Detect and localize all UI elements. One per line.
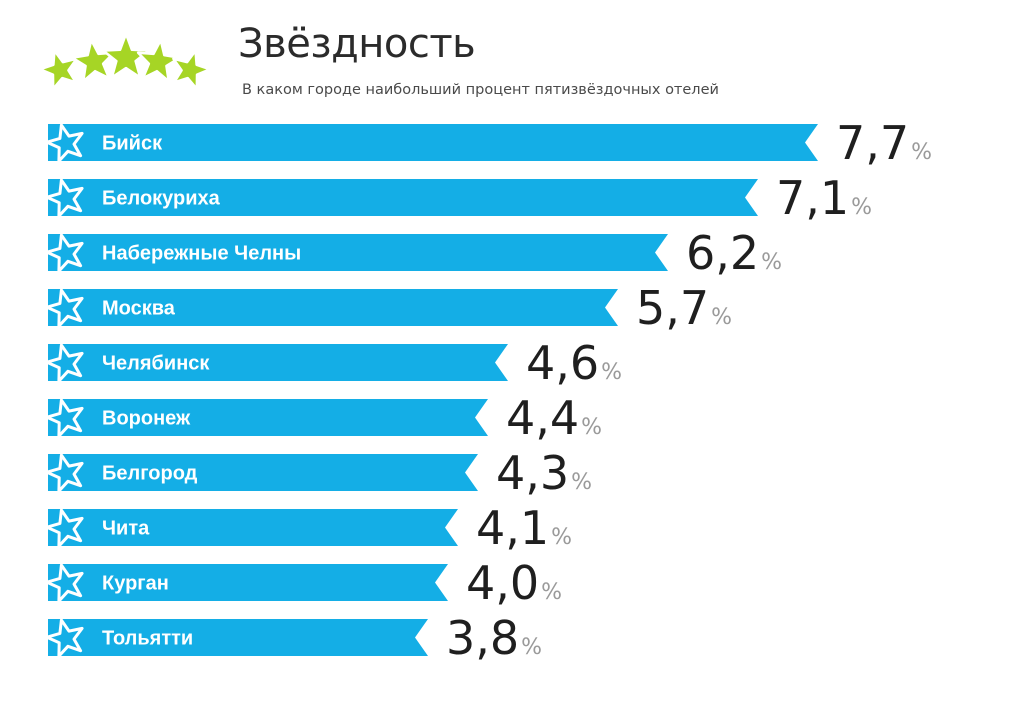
bar-row: Набережные Челны 6,2% — [45, 226, 782, 280]
value-unit: % — [551, 525, 572, 550]
logo-star-1 — [38, 49, 78, 91]
star-icon — [45, 233, 84, 273]
value-label: 6,2% — [686, 226, 782, 280]
value-label: 4,3% — [496, 446, 592, 500]
logo-star-3 — [101, 32, 151, 79]
value-label: 3,8% — [446, 611, 542, 665]
value-label: 4,0% — [466, 556, 562, 610]
bar-row: Белгород 4,3% — [45, 446, 592, 500]
category-label: Тольятти — [102, 628, 193, 650]
bar-row: Белокуриха 7,1% — [45, 171, 872, 225]
value-label: 4,1% — [476, 501, 572, 555]
logo-star-5 — [172, 49, 210, 91]
star-icon — [45, 178, 84, 218]
category-label: Набережные Челны — [102, 243, 301, 265]
value-unit: % — [581, 415, 602, 440]
star-icon — [45, 618, 84, 658]
value-unit: % — [601, 360, 622, 385]
category-label: Курган — [102, 573, 169, 595]
star-icon — [45, 398, 84, 438]
bar-row: Москва 5,7% — [45, 281, 732, 335]
category-label: Белгород — [102, 463, 198, 485]
bar — [48, 289, 618, 326]
value-unit: % — [521, 635, 542, 660]
value-label: 4,6% — [526, 336, 622, 390]
star-icon — [45, 343, 84, 383]
bar-row: Бийск 7,7% — [45, 116, 932, 170]
bar-row: Челябинск 4,6% — [45, 336, 622, 390]
value-label: 7,1% — [776, 171, 872, 225]
value-unit: % — [761, 250, 782, 275]
bar-row: Воронеж 4,4% — [45, 391, 602, 445]
bar — [48, 564, 448, 601]
category-label: Чита — [102, 518, 150, 540]
bar — [48, 399, 488, 436]
category-label: Бийск — [102, 133, 163, 155]
value-label: 5,7% — [636, 281, 732, 335]
star-icon — [45, 288, 84, 328]
category-label: Москва — [102, 298, 176, 320]
value-label: 4,4% — [506, 391, 602, 445]
bar — [48, 179, 758, 216]
bar — [48, 234, 668, 271]
value-label: 7,7% — [836, 116, 932, 170]
bar-row: Чита 4,1% — [45, 501, 572, 555]
bar — [48, 344, 508, 381]
bar — [48, 619, 428, 656]
value-unit: % — [711, 305, 732, 330]
five-stars-logo-icon — [38, 32, 210, 91]
bar-row: Курган 4,0% — [45, 556, 562, 610]
category-label: Челябинск — [102, 353, 210, 375]
star-icon — [45, 508, 84, 548]
value-unit: % — [851, 195, 872, 220]
value-unit: % — [911, 140, 932, 165]
bar-row: Тольятти 3,8% — [45, 611, 542, 665]
category-label: Воронеж — [102, 408, 191, 430]
star-icon — [45, 563, 84, 603]
bar — [48, 509, 458, 546]
bar — [48, 124, 818, 161]
page-subtitle: В каком городе наибольший процент пятизв… — [242, 82, 719, 98]
logo-star-4 — [136, 38, 181, 83]
value-unit: % — [571, 470, 592, 495]
category-label: Белокуриха — [102, 188, 221, 210]
value-unit: % — [541, 580, 562, 605]
star-icon — [45, 453, 84, 493]
bar — [48, 454, 478, 491]
page-title: Звёздность — [238, 21, 476, 67]
star-icon — [45, 123, 84, 163]
